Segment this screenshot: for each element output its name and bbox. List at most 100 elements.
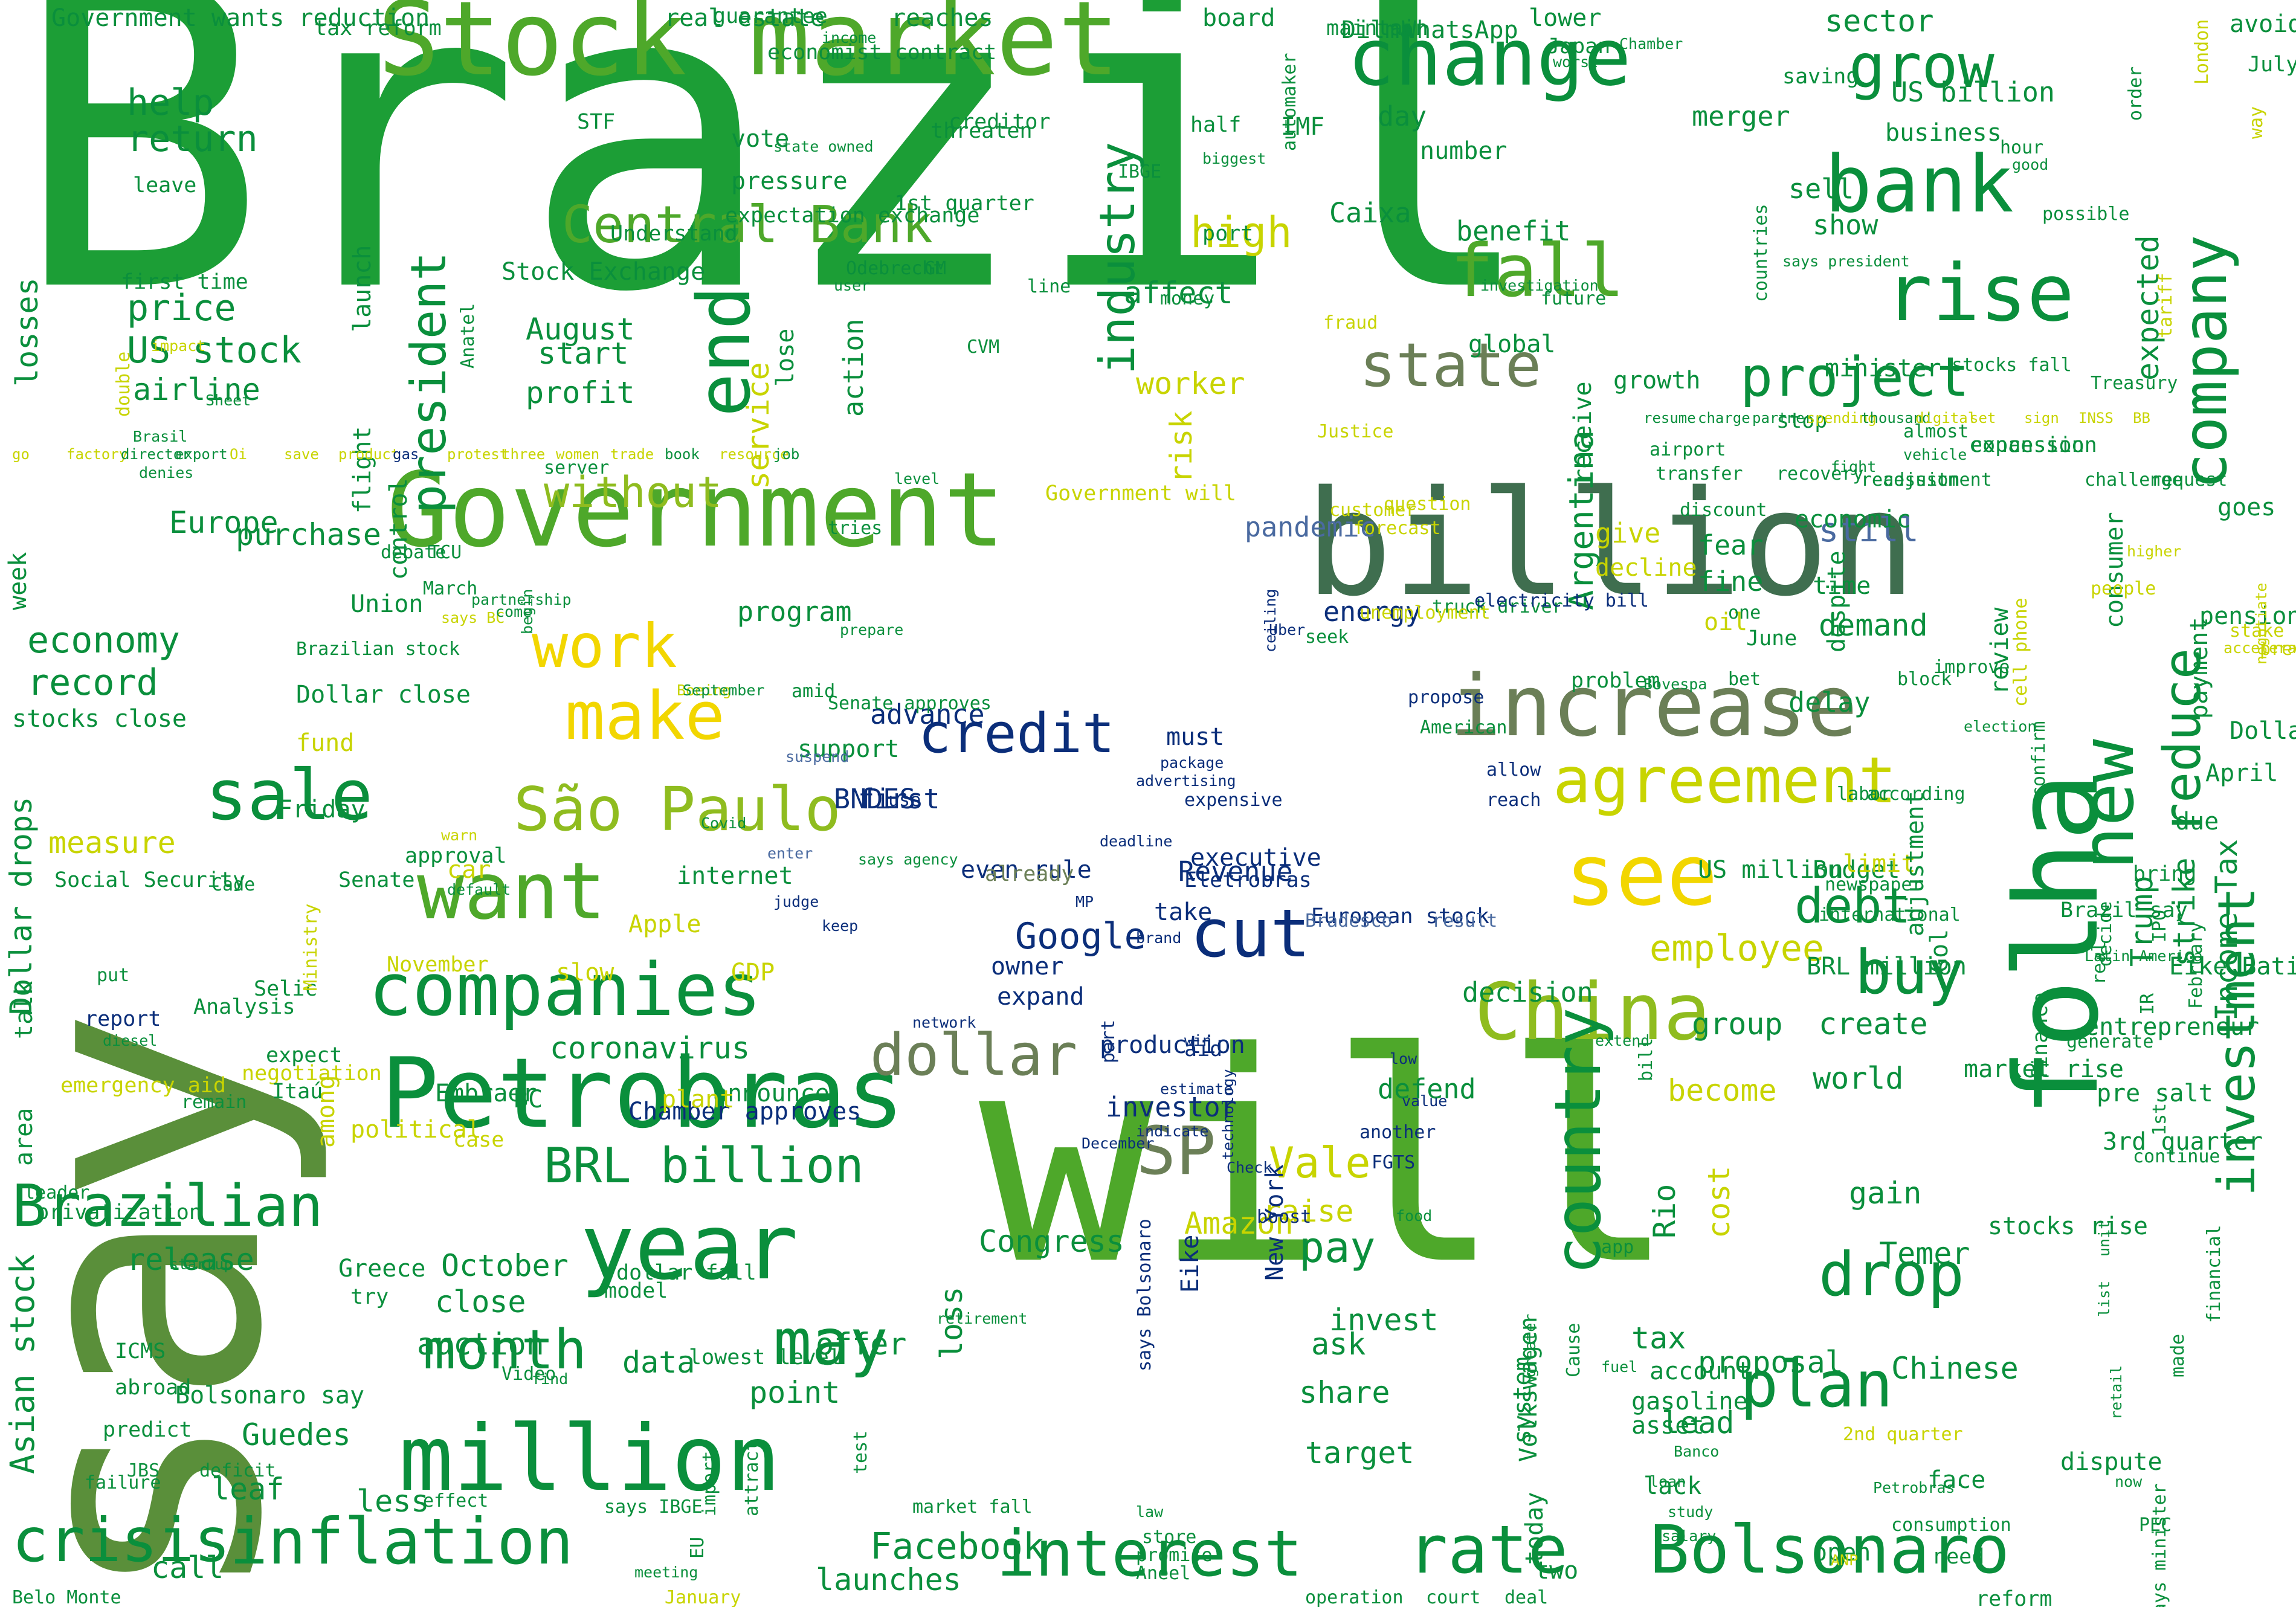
cloud-word: remain [181,1092,247,1113]
cloud-word: operation [1305,1587,1404,1607]
cloud-word: Dollar rise [2230,717,2296,745]
cloud-word: retail [2107,1365,2125,1420]
cloud-word: grow [1849,31,1994,101]
cloud-word: almost [1903,421,1969,442]
cloud-word: Petrobras' [1873,1479,1964,1496]
cloud-word: credit [918,702,1115,765]
cloud-word: growth [1613,367,1701,395]
cloud-word: Odebrecht [846,258,944,279]
cloud-word: BB [2133,410,2150,427]
cloud-word: review [1986,607,2014,695]
cloud-word: try [350,1285,389,1309]
cloud-word: market fall [912,1496,1033,1518]
cloud-word: leave [133,173,197,198]
cloud-word: indicate [1136,1122,1209,1140]
cloud-word: propose [1408,687,1485,708]
cloud-word: guarantee [713,4,828,28]
cloud-word: WhatsApp [1402,16,1518,44]
cloud-word: economist contract [767,40,997,65]
cloud-word: action [837,318,869,417]
cloud-word: transfer [1656,463,1743,485]
cloud-word: says Bolsonaro [1134,1219,1155,1371]
cloud-word: coronavirus [550,1031,750,1066]
cloud-word: people [2091,578,2156,599]
cloud-word: IMF [1281,113,1325,141]
cloud-word: thousand [1861,410,1931,427]
cloud-word: control [385,478,413,580]
cloud-word: electricity bill [1474,590,1649,611]
cloud-word: measure [48,825,176,860]
cloud-word: Eike [1176,1234,1204,1293]
cloud-word: risk [1164,410,1199,483]
cloud-word: November [387,953,489,977]
cloud-word: profit [526,375,635,410]
cloud-word: Brazil [12,0,1540,385]
cloud-word: EU [687,1536,708,1559]
cloud-word: system [1509,1356,1537,1444]
cloud-word: Union [350,590,424,618]
cloud-word: program [737,596,852,628]
cloud-word: Senate [338,868,415,892]
cloud-word: pay [1299,1223,1376,1272]
cloud-word: user [834,277,871,294]
cloud-word: employee [1649,927,1824,970]
cloud-word: Rio [1647,1184,1682,1238]
cloud-word: Anatel [457,303,479,369]
cloud-word: fund [296,729,355,757]
cloud-word: list [2095,1280,2113,1317]
cloud-word: Ministry [300,903,321,991]
cloud-word: deadline [1100,832,1173,850]
cloud-word: Greece [338,1255,426,1283]
cloud-word: expand [997,983,1085,1011]
cloud-word: Uber [1269,621,1306,639]
cloud-word: Brazil say [2060,898,2188,923]
cloud-word: come [495,603,532,620]
cloud-word: 2nd quarter [1843,1424,1963,1445]
cloud-word: real estate [665,4,825,32]
cloud-word: launch [349,245,376,333]
cloud-word: record [27,662,158,704]
cloud-word: affect [1124,275,1233,311]
cloud-word: open [1813,1539,1871,1567]
cloud-word: request [2151,469,2228,491]
cloud-word: BRL billion [544,1138,864,1194]
cloud-word: pre salt [2097,1080,2213,1107]
cloud-word: partner [1752,410,1814,427]
cloud-word: share [1299,1375,1390,1410]
cloud-word: agreement [1553,744,1897,817]
cloud-word: losses [10,277,45,387]
cloud-word: two [1535,1557,1579,1585]
cloud-word: concession [1970,433,2097,457]
cloud-word: fall [1450,230,1625,314]
cloud-word: defend [1378,1073,1476,1105]
cloud-word: offer [816,1327,907,1362]
cloud-word: need [1933,1545,1985,1569]
cloud-word: raise [1263,1194,1354,1229]
cloud-word: stake [2230,620,2285,642]
cloud-word: US billion [1891,76,2055,108]
cloud-word: energy [1323,596,1422,628]
cloud-word: decide [2095,901,2116,967]
cloud-word: income [822,29,877,47]
cloud-word: Senate approves [828,693,992,714]
cloud-word: use [888,790,921,811]
cloud-word: lead [1662,1405,1735,1440]
cloud-word: Government will [1045,481,1237,506]
cloud-word: Brazilian stock [296,639,460,660]
cloud-word: million [399,1406,781,1512]
cloud-word: lose [772,328,799,387]
cloud-word: purchase [236,517,381,552]
cloud-word: tax [1631,1321,1686,1356]
cloud-word: INSS [2078,410,2114,427]
cloud-word: result [1432,910,1498,932]
cloud-word: gain [1849,1176,1922,1211]
cloud-word: win [1184,1032,1212,1049]
cloud-word: meeting [634,1564,698,1581]
cloud-word: Belo Monte [12,1587,121,1607]
cloud-word: prevent [2260,639,2296,660]
cloud-word: release [127,1242,254,1277]
cloud-word: bring [2133,862,2197,886]
cloud-word: Cade [211,874,256,895]
cloud-word: São Paulo [514,774,841,845]
cloud-word: face [1927,1466,1986,1494]
